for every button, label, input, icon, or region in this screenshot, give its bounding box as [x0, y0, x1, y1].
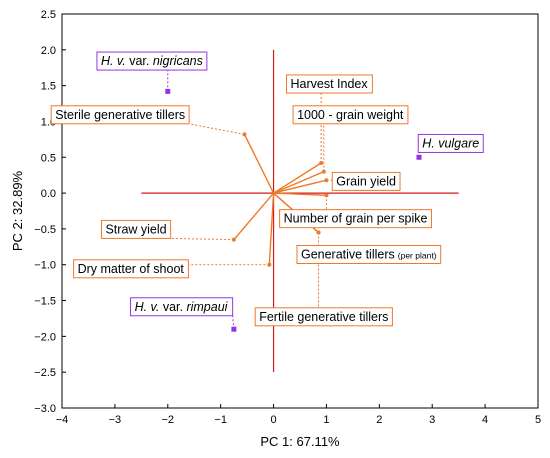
label-text: Straw yield — [105, 222, 166, 236]
leader-line — [170, 237, 234, 241]
label-sterile-generative-tillers: Sterile generative tillers — [50, 105, 190, 125]
genotype-markers — [165, 88, 422, 332]
y-tick-label: 0.5 — [41, 152, 56, 164]
label-box — [279, 209, 432, 229]
plot-frame — [61, 13, 539, 409]
vector-harvest-index — [273, 162, 322, 194]
label-box — [296, 244, 442, 264]
label-dry-matter-of-shoot: Dry matter of shoot — [73, 259, 189, 279]
x-tick-label: 4 — [482, 414, 488, 426]
vector-1000-grain-weight — [273, 170, 325, 194]
vector-number-of-grain-per-spike — [273, 192, 327, 196]
label-box — [417, 133, 484, 153]
label-h-v-var-rimpaui: H. v. var. rimpaui — [130, 297, 234, 317]
label-box — [100, 219, 172, 239]
x-tick-label: 0 — [270, 414, 276, 426]
label-harvest-index: Harvest Index — [286, 74, 373, 94]
label-box — [130, 297, 234, 317]
x-tick-label: 1 — [323, 414, 329, 426]
y-tick-label: −3.0 — [34, 403, 56, 415]
label-box — [50, 105, 190, 125]
x-tick-label: 2 — [376, 414, 382, 426]
y-tick-label: 1.5 — [41, 81, 56, 93]
label-box — [292, 105, 409, 125]
label-box — [286, 74, 373, 94]
y-tick-label: −1.5 — [34, 296, 56, 308]
label-text: H. v. var. nigricans — [101, 54, 203, 68]
y-axis-title: PC 2: 32.89% — [10, 170, 25, 251]
label-text: H. vulgare — [422, 136, 479, 150]
label-text: H. v. var. rimpaui — [135, 300, 229, 314]
marker-h-v-var-nigricans — [165, 88, 171, 94]
axis-ticks: −4 −3 −2 −1 0 1 2 3 4 5 −3.0 −2.5 −2.0 −1.5 −1.0 −0.5 0.… — [34, 9, 541, 426]
x-tick-label: −3 — [109, 414, 122, 426]
label-text: Grain yield — [336, 174, 396, 188]
label-text: Fertile generative tillers — [259, 310, 388, 324]
label-text: Dry matter of shoot — [78, 262, 185, 276]
y-tick-label: 0.0 — [41, 188, 56, 200]
label-generative-tillers: Generative tillers (per plant) — [296, 244, 442, 264]
label-number-of-grain-per-spike: Number of grain per spike — [279, 209, 432, 229]
label-text: Harvest Index — [291, 77, 369, 91]
label-text: Sterile generative tillers — [55, 108, 185, 122]
label-1000-grain-weight: 1000 - grain weight — [292, 105, 409, 125]
x-tick-label: 5 — [535, 414, 541, 426]
label-grain-yield: Grain yield — [331, 171, 401, 191]
label-straw-yield: Straw yield — [100, 219, 172, 239]
label-fertile-generative-tillers: Fertile generative tillers — [254, 307, 393, 327]
label-text: 1000 - grain weight — [297, 108, 404, 122]
y-tick-label: 2.5 — [41, 9, 56, 21]
marker-h-v-var-rimpaui — [231, 326, 237, 332]
label-h-vulgare: H. vulgare — [417, 133, 484, 153]
y-tick-label: −2.0 — [34, 331, 56, 343]
label-box — [254, 307, 393, 327]
vector-grain-yield — [273, 179, 327, 194]
y-tick-label: 2.0 — [41, 45, 56, 57]
marker-h-vulgare — [416, 154, 422, 160]
x-tick-label: −4 — [56, 414, 69, 426]
vector-sterile-generative-tillers — [243, 134, 275, 194]
label-text: Generative tillers (per plant) — [301, 247, 437, 261]
x-tick-label: −1 — [214, 414, 227, 426]
vector-straw-yield — [233, 192, 275, 241]
x-tick-label: −2 — [162, 414, 175, 426]
x-tick-label: 3 — [429, 414, 435, 426]
y-tick-label: −1.0 — [34, 260, 56, 272]
leader-line — [189, 123, 245, 135]
label-text: Number of grain per spike — [284, 212, 428, 226]
y-tick-label: −2.5 — [34, 367, 56, 379]
point-labels: Sterile generative tillers Harvest Index 1… — [50, 51, 484, 327]
y-tick-label: −0.5 — [34, 224, 56, 236]
label-box — [96, 51, 208, 71]
x-axis-title: PC 1: 67.11% — [260, 434, 340, 449]
label-box — [73, 259, 189, 279]
label-box — [331, 171, 401, 191]
vector-dry-matter-of-shoot — [268, 193, 275, 265]
label-h-v-var-nigricans: H. v. var. nigricans — [96, 51, 208, 71]
